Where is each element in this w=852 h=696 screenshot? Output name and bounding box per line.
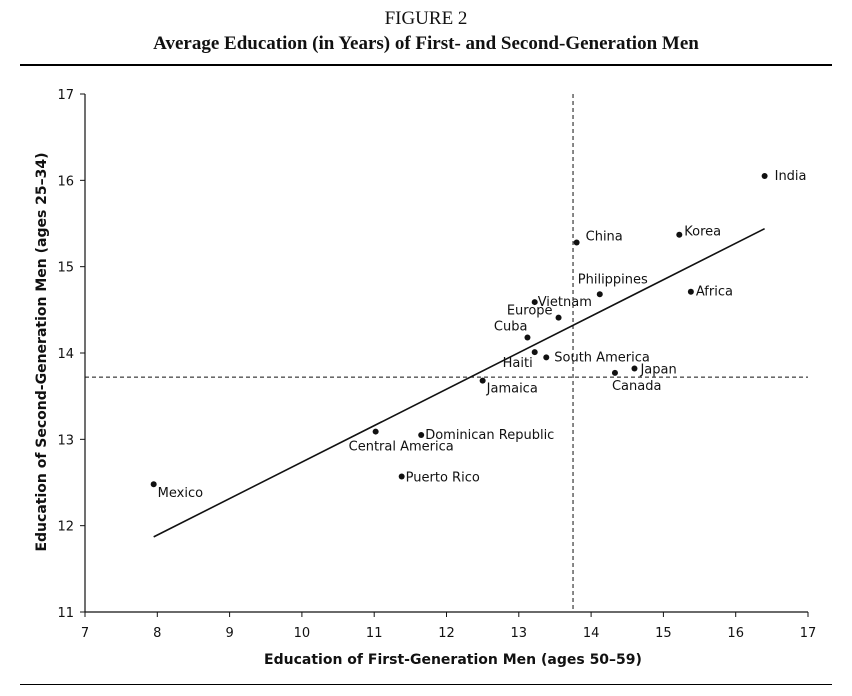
data-point <box>479 377 486 384</box>
data-point <box>761 173 768 180</box>
point-label: Jamaica <box>486 382 538 397</box>
point-label: Puerto Rico <box>406 470 480 485</box>
data-point <box>543 354 550 361</box>
data-point <box>531 349 538 356</box>
x-tick-label: 12 <box>438 626 455 641</box>
point-label: South America <box>554 350 650 365</box>
point-label: Canada <box>612 379 661 394</box>
x-tick-label: 8 <box>153 626 161 641</box>
bottom-rule <box>20 684 832 685</box>
top-rule <box>20 64 832 66</box>
x-axis-title: Education of First-Generation Men (ages … <box>264 652 642 668</box>
point-label: China <box>586 229 623 244</box>
x-tick-label: 17 <box>800 626 817 641</box>
data-point <box>611 369 618 376</box>
figure-label: FIGURE 2 <box>384 8 468 29</box>
data-point <box>398 473 405 480</box>
data-point <box>150 481 157 488</box>
y-tick-label: 16 <box>57 174 74 189</box>
data-points: India Korea China Africa Philippines VietnamE… <box>150 169 807 501</box>
figure-title: Average Education (in Years) of First- a… <box>153 33 699 54</box>
x-tick-label: 11 <box>366 626 383 641</box>
point-label: Mexico <box>158 486 203 501</box>
trend-line-group <box>153 227 765 538</box>
data-point <box>631 365 638 372</box>
point-label: Europe <box>507 304 553 319</box>
data-point <box>687 288 694 295</box>
x-tick-label: 16 <box>727 626 744 641</box>
y-tick-label: 13 <box>57 433 74 448</box>
data-point <box>676 231 683 238</box>
axes: 7 8 9 10 11 12 13 14 15 16 17 11 12 13 14 15 16 17 <box>57 88 816 641</box>
x-tick-label: 9 <box>225 626 233 641</box>
point-label: Japan <box>639 363 676 378</box>
y-tick-label: 17 <box>57 88 74 103</box>
point-label: India <box>775 169 807 184</box>
trend-line <box>153 227 765 538</box>
y-tick-label: 12 <box>57 520 74 535</box>
point-label: Vietnam <box>538 295 592 310</box>
data-point <box>418 432 425 439</box>
point-label: Africa <box>696 285 733 300</box>
x-tick-label: 10 <box>294 626 311 641</box>
y-axis-title: Education of Second-Generation Men (ages… <box>34 152 50 551</box>
data-point <box>531 299 538 306</box>
point-label: Dominican Republic <box>425 428 554 443</box>
data-point <box>573 239 580 246</box>
point-label: Haiti <box>503 356 533 371</box>
point-label: Philippines <box>578 272 648 287</box>
data-point <box>596 291 603 298</box>
x-tick-label: 7 <box>81 626 89 641</box>
reference-lines <box>85 94 808 612</box>
data-point <box>372 428 379 435</box>
x-tick-label: 14 <box>583 626 600 641</box>
point-label: Central America <box>349 440 454 455</box>
data-point <box>524 334 531 341</box>
y-tick-label: 15 <box>57 261 74 276</box>
y-tick-label: 11 <box>57 606 74 621</box>
point-label: Korea <box>684 225 721 240</box>
point-label: Cuba <box>494 319 528 334</box>
x-tick-label: 15 <box>655 626 672 641</box>
x-tick-label: 13 <box>511 626 528 641</box>
y-tick-label: 14 <box>57 347 74 362</box>
data-point <box>555 314 562 321</box>
